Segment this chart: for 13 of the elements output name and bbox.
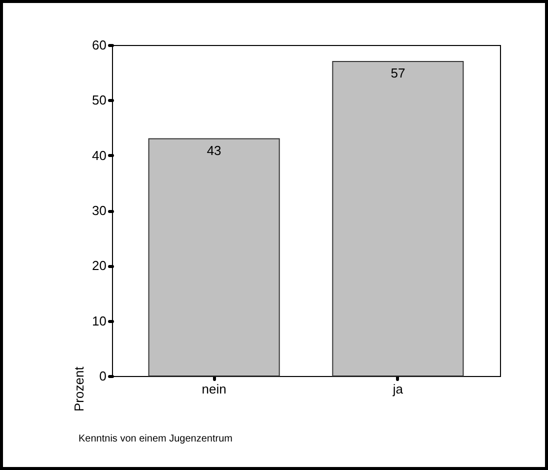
x-axis-title: Kenntnis von einem Jugenzentrum — [78, 434, 232, 444]
x-tick-label: nein — [202, 382, 226, 396]
y-tick-label: 30 — [92, 203, 106, 218]
y-tick-label: 40 — [92, 148, 106, 163]
y-tick-label: 0 — [99, 368, 106, 384]
y-tick-label: 10 — [92, 313, 106, 328]
y-tick-label: 50 — [92, 92, 106, 108]
y-axis-title: Prozent — [72, 366, 86, 412]
x-tick-label: ja — [392, 382, 404, 396]
data-label: 43 — [206, 142, 222, 158]
y-tick-label: 20 — [92, 258, 106, 274]
data-label: 57 — [390, 66, 406, 81]
y-tick-label: 60 — [92, 38, 106, 52]
